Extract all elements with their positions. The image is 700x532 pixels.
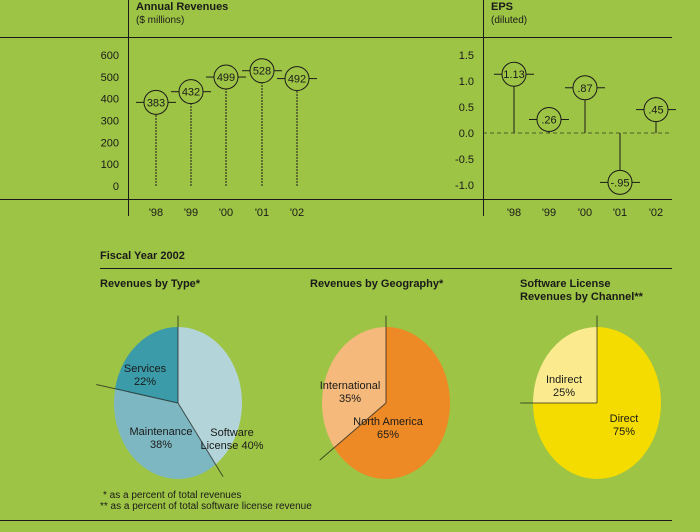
value-marker [284,66,310,92]
value-marker [643,97,669,123]
slice-value: 75% [613,426,635,438]
channel-pie-title-line2: Revenues by Channel** [520,291,644,303]
data-label: .87 [577,83,592,95]
revenue-title: Annual Revenues [136,1,228,13]
slice-divider [319,402,387,461]
data-label: .26 [541,114,556,126]
value-marker [213,64,239,90]
data-label: 383 [147,97,165,109]
footnote: * as a percent of total revenues [103,490,241,501]
y-tick-label: 300 [101,116,119,128]
y-tick-label: 0 [113,181,119,193]
x-tick-label: '01 [255,207,269,219]
y-tick-label: 200 [101,137,119,149]
y-tick-label: 0.5 [459,102,474,114]
y-tick-label: -0.5 [455,154,474,166]
value-marker [501,61,527,87]
pie-slice [533,327,597,403]
slice-value: 65% [377,429,399,441]
footnote: ** as a percent of total software licens… [100,501,312,512]
x-tick-label: '99 [184,207,198,219]
value-marker [607,169,633,195]
slice-label: Indirect [546,374,582,386]
data-label: 499 [217,72,235,84]
y-tick-label: 100 [101,159,119,171]
x-tick-label: '98 [149,207,163,219]
data-label: -.95 [611,177,630,189]
x-tick-label: '98 [507,207,521,219]
x-tick-label: '00 [219,207,233,219]
value-marker [249,58,275,84]
data-label: 492 [288,74,306,86]
section-title: Fiscal Year 2002 [100,250,185,262]
data-label: .45 [648,105,663,117]
y-tick-label: 1.0 [459,76,474,88]
y-tick-label: 1.5 [459,50,474,62]
slice-value: License 40% [201,440,264,452]
slice-label: North America [353,416,424,428]
data-label: 432 [182,87,200,99]
pie-slice [178,327,243,465]
x-tick-label: '02 [649,207,663,219]
eps-subtitle: (diluted) [491,15,527,26]
slice-label: Services [124,363,167,375]
y-tick-label: 600 [101,50,119,62]
y-tick-label: 500 [101,72,119,84]
slice-value: 35% [339,393,361,405]
value-marker [178,79,204,105]
geo-pie-title: Revenues by Geography* [310,278,444,290]
x-tick-label: '00 [578,207,592,219]
x-tick-label: '02 [290,207,304,219]
channel-pie-title: Software License [520,278,610,290]
pie-slice [334,327,450,479]
y-tick-label: 400 [101,94,119,106]
slice-divider [177,402,224,478]
data-label: 1.13 [503,69,524,81]
slice-value: 38% [150,439,172,451]
type-pie-title: Revenues by Type* [100,278,201,290]
slice-label: International [320,380,381,392]
slice-label: Direct [610,413,639,425]
slice-divider [96,383,179,404]
value-marker [143,89,169,115]
y-tick-label: 0.0 [459,128,474,140]
x-tick-label: '01 [613,207,627,219]
x-tick-label: '99 [542,207,556,219]
pie-slice [115,327,178,403]
data-label: 528 [253,66,271,78]
slice-value: 22% [134,376,156,388]
slice-value: 25% [553,387,575,399]
revenue-subtitle: ($ millions) [136,15,184,26]
value-marker [572,75,598,101]
value-marker [536,106,562,132]
slice-label: Maintenance [130,426,193,438]
pie-slice [321,327,386,448]
y-tick-label: -1.0 [455,180,474,192]
pie-slice [114,388,216,479]
slice-label: Software [210,427,253,439]
eps-title: EPS [491,1,513,13]
